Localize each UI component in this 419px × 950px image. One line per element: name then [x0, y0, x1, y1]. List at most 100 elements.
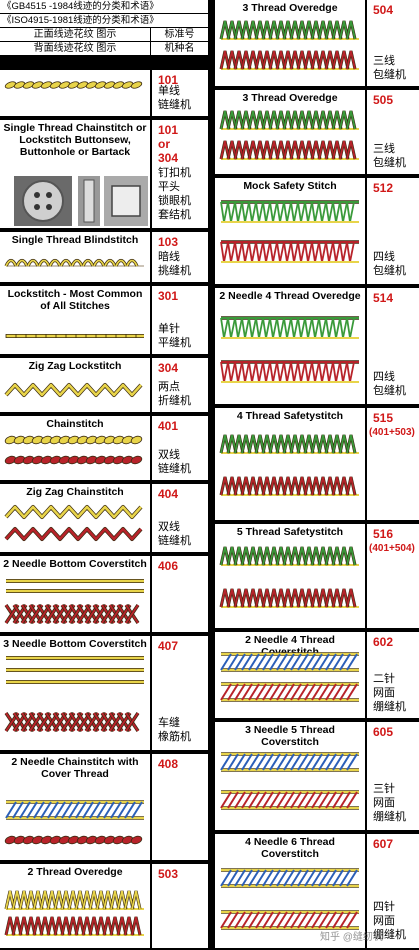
stitch-illustration-cell: 2 Needle 4 Thread Coverstitch	[215, 632, 367, 718]
right-stitch-entry: 2 Needle 4 Thread Coverstitch 602 二针 网面 绷缝…	[215, 632, 419, 720]
stitch-pattern-graphic	[219, 20, 359, 70]
right-stitch-entry: 5 Thread Safetystitch 516 (401+504)	[215, 524, 419, 630]
stitch-code-composition: (401+504)	[369, 543, 415, 554]
right-stitch-entry: Mock Safety Stitch 512 四线 包缝机	[215, 178, 419, 286]
stitch-title: 2 Needle Chainstitch with Cover Thread	[11, 756, 139, 780]
bartack-photo	[104, 176, 148, 226]
stitch-pattern-graphic	[4, 656, 144, 732]
stitch-code: 504	[373, 3, 394, 17]
stitch-pattern-graphic	[220, 316, 359, 383]
stitch-illustration-cell: Chainstitch	[0, 416, 152, 480]
stitch-pattern-graphic	[4, 258, 144, 267]
left-stitch-entry: Zig Zag Chainstitch 404 双线 链缝机	[0, 484, 208, 554]
stitch-info-cell: 512 四线 包缝机	[367, 178, 419, 284]
stitch-code: 401	[158, 419, 179, 433]
machine-type: 车缝 橡筋机	[158, 717, 191, 743]
stitch-code: 512	[373, 181, 394, 195]
machine-type: 单线 链缝机	[158, 85, 191, 111]
stitch-code: 301	[158, 289, 179, 303]
stitch-illustration-cell: 3 Needle 5 Thread Coverstitch	[215, 722, 367, 830]
stitch-illustration-cell: Zig Zag Lockstitch	[0, 358, 152, 412]
left-column: 《GB4515 -1984线迹的分类和术语》 《ISO4915-1981线迹的分…	[0, 0, 208, 950]
stitch-pattern-graphic	[220, 200, 359, 263]
stitch-info-cell: 607 四针 网面 绷缝机	[367, 834, 419, 948]
button-photo	[14, 176, 72, 226]
stitch-info-cell: 515 (401+503)	[367, 408, 419, 520]
stitch-code: 514	[373, 291, 394, 305]
buttonhole-photo	[78, 176, 100, 226]
stitch-info-cell: 101 or 304 钉扣机 平头 锁眼机 套结机	[152, 120, 208, 228]
stitch-pattern-graphic	[4, 435, 143, 465]
machine-type: 双线 链缝机	[158, 521, 191, 547]
stitch-title: 3 Needle 5 Thread Coverstitch	[245, 724, 335, 748]
stitch-info-cell: 504 三线 包缝机	[367, 0, 419, 86]
stitch-title: Single Thread Chainstitch or Lockstitch …	[3, 122, 147, 158]
machine-type: 四线 包缝机	[373, 371, 406, 397]
stitch-illustration-cell: 2 Thread Overedge	[0, 864, 152, 948]
stitch-info-cell: 605 三针 网面 绷缝机	[367, 722, 419, 830]
stitch-code: 607	[373, 837, 394, 851]
stitch-info-cell: 304 两点 折缝机	[152, 358, 208, 412]
machine-name-label: 机种名	[164, 43, 195, 54]
machine-type: 暗线 挑缝机	[158, 251, 191, 277]
stitch-code: 407	[158, 639, 179, 653]
stitch-pattern-graphic	[4, 81, 143, 89]
stitch-code: 406	[158, 559, 179, 573]
left-stitch-entry: Single Thread Chainstitch or Lockstitch …	[0, 120, 208, 230]
right-stitch-entry: 4 Needle 6 Thread Coverstitch 607 四针 网面 绷缝…	[215, 834, 419, 950]
stitch-title: 2 Thread Overedge	[27, 866, 123, 878]
right-stitch-entry: 4 Thread Safetystitch 515 (401+503)	[215, 408, 419, 522]
stitch-title: Chainstitch	[46, 418, 104, 430]
stitch-code: 605	[373, 725, 394, 739]
stitch-title: Lockstitch - Most Common of All Stitches	[7, 288, 143, 312]
machine-type: 钉扣机 平头 锁眼机 套结机	[158, 167, 191, 221]
stitch-code: 103	[158, 235, 179, 249]
stitch-title: 3 Needle Bottom Coverstitch	[3, 638, 147, 650]
watermark: 知乎 @缝纫机	[320, 932, 383, 943]
stitch-info-cell: 407 车缝 橡筋机	[152, 636, 208, 750]
left-stitch-entry: Chainstitch 401 双线 链缝机	[0, 416, 208, 482]
stitch-pattern-graphic	[5, 334, 144, 338]
left-stitch-entry: 2 Thread Overedge 503	[0, 864, 208, 950]
stitch-code: 516	[373, 527, 394, 541]
stitch-pattern-graphic	[220, 652, 359, 702]
standard-number-label: 标准号	[164, 29, 195, 40]
stitch-title: Zig Zag Chainstitch	[26, 486, 124, 498]
stitch-info-cell: 301 单针 平缝机	[152, 286, 208, 354]
stitch-illustration-cell: Mock Safety Stitch	[215, 178, 367, 284]
stitch-info-cell: 406	[152, 556, 208, 632]
back-pattern-label: 背面线迹花纹 图示	[0, 42, 151, 55]
stitch-code-composition: (401+503)	[369, 427, 415, 438]
stitch-title: 2 Needle Bottom Coverstitch	[3, 558, 147, 570]
right-stitch-entry: 3 Thread Overedge 504 三线 包缝机	[215, 0, 419, 88]
left-stitch-entry: Zig Zag Lockstitch 304 两点 折缝机	[0, 358, 208, 414]
stitch-title: 4 Needle 6 Thread Coverstitch	[245, 836, 335, 860]
stitch-code: 101 or 304	[158, 123, 179, 165]
stitch-title: 2 Needle 4 Thread Overedge	[219, 290, 361, 302]
stitch-info-cell: 516 (401+504)	[367, 524, 419, 628]
stitch-code: 503	[158, 867, 179, 881]
stitch-illustration-cell: 5 Thread Safetystitch	[215, 524, 367, 628]
stitch-title: 5 Thread Safetystitch	[236, 526, 344, 538]
stitch-info-cell: 505 三线 包缝机	[367, 90, 419, 174]
left-stitch-entry: Lockstitch - Most Common of All Stitches…	[0, 286, 208, 356]
stitch-code: 404	[158, 487, 179, 501]
stitch-code: 602	[373, 635, 394, 649]
right-stitch-entry: 2 Needle 4 Thread Overedge 514 四线 包缝机	[215, 288, 419, 406]
stitch-title: 4 Thread Safetystitch	[236, 410, 344, 422]
right-stitch-entry: 3 Needle 5 Thread Coverstitch 605 三针 网面 绷缝…	[215, 722, 419, 832]
stitch-info-cell: 503	[152, 864, 208, 948]
stitch-info-cell: 404 双线 链缝机	[152, 484, 208, 552]
standard-gb: 《GB4515 -1984线迹的分类和术语》	[0, 0, 208, 14]
stitch-code: 408	[158, 757, 179, 771]
stitch-pattern-graphic	[220, 868, 359, 930]
right-stitch-entry: 3 Thread Overedge 505 三线 包缝机	[215, 90, 419, 176]
stitch-info-cell: 401 双线 链缝机	[152, 416, 208, 480]
stitch-pattern-graphic	[4, 800, 144, 845]
stitch-title: Single Thread Blindstitch	[11, 234, 139, 246]
stitch-illustration-cell	[0, 70, 152, 116]
stitch-pattern-graphic	[220, 752, 359, 810]
left-stitch-entry: 3 Needle Bottom Coverstitch 407 车缝 橡筋机	[0, 636, 208, 752]
stitch-code: 304	[158, 361, 179, 375]
stitch-info-cell: 101 单线 链缝机	[152, 70, 208, 116]
